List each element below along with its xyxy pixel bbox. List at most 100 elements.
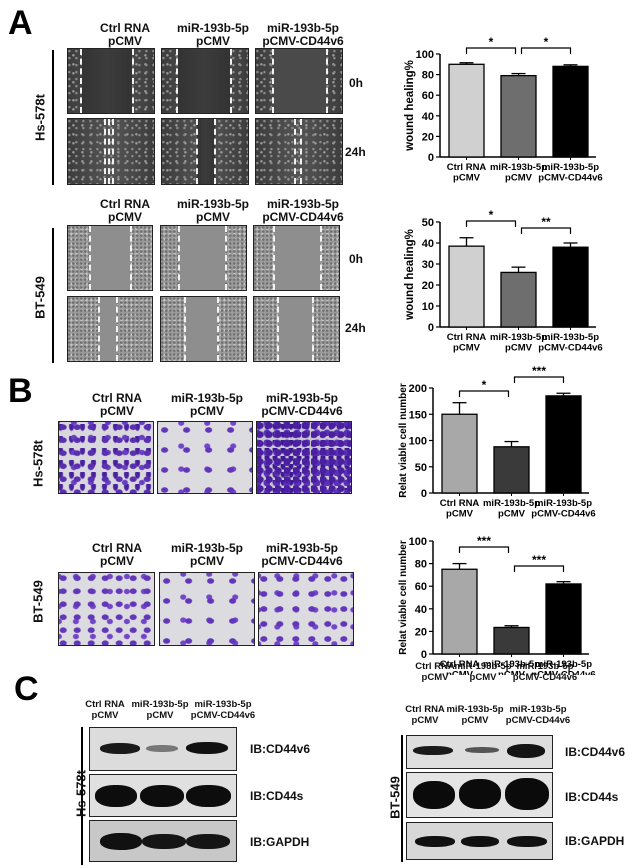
svg-text:20: 20 xyxy=(422,131,434,143)
svg-text:50: 50 xyxy=(415,462,427,474)
timepoint-label-0h: 0h xyxy=(349,252,364,266)
svg-text:pCMV-CD44v6: pCMV-CD44v6 xyxy=(538,173,602,184)
svg-text:miR-193b-5p: miR-193b-5p xyxy=(542,162,599,173)
column-label-mir: miR-193b-5p pCMV xyxy=(170,541,244,568)
stray-lane-label-rescue: miR-193b-5p pCMV-CD44v6 xyxy=(512,661,578,683)
column-label-ctrl: Ctrl RNA pCMV xyxy=(100,197,150,224)
svg-text:60: 60 xyxy=(422,90,434,102)
svg-text:***: *** xyxy=(532,553,546,567)
row-label-hs578t: Hs-578t xyxy=(73,770,89,817)
svg-text:40: 40 xyxy=(422,238,434,250)
svg-text:Ctrl RNA: Ctrl RNA xyxy=(447,162,487,173)
svg-text:0: 0 xyxy=(421,488,427,500)
svg-text:Ctrl RNA: Ctrl RNA xyxy=(447,332,487,343)
svg-text:*: * xyxy=(544,35,549,49)
svg-text:100: 100 xyxy=(409,536,427,548)
blot-label-cd44v6: IB:CD44v6 xyxy=(250,742,311,756)
lane-label-ctrl: Ctrl RNA pCMV xyxy=(85,699,125,721)
svg-text:***: *** xyxy=(532,365,546,378)
wound-image-hs578t-ctrl-24h xyxy=(67,118,155,185)
column-label-ctrl: Ctrl RNA pCMV xyxy=(100,21,150,48)
svg-text:20: 20 xyxy=(422,280,434,292)
svg-text:Relat viable cell number: Relat viable cell number xyxy=(398,383,409,498)
column-label-mir: miR-193b-5p pCMV xyxy=(176,21,250,48)
svg-text:30: 30 xyxy=(422,259,434,271)
lane-label-mir: miR-193b-5p pCMV xyxy=(446,704,504,726)
svg-text:150: 150 xyxy=(409,409,427,421)
wound-image-bt549-rescue-0h xyxy=(253,225,340,291)
svg-text:wound healing%: wound healing% xyxy=(404,229,416,321)
row-label-hs578t: Hs-578t xyxy=(32,94,48,141)
svg-text:Ctrl RNA: Ctrl RNA xyxy=(440,659,480,670)
blot-bt549-cd44s xyxy=(406,772,553,818)
svg-text:Relat viable cell number: Relat viable cell number xyxy=(398,540,409,655)
svg-text:miR-193b-5p: miR-193b-5p xyxy=(483,659,540,670)
svg-text:0: 0 xyxy=(428,322,434,334)
lane-label-mir: miR-193b-5p pCMV xyxy=(131,699,189,721)
group-bracket xyxy=(81,727,83,865)
blot-hs578t-cd44s xyxy=(89,774,237,817)
transwell-image-bt549-mir xyxy=(159,572,255,646)
transwell-image-bt549-ctrl xyxy=(58,572,155,646)
lane-label-rescue: miR-193b-5p pCMV-CD44v6 xyxy=(505,704,571,726)
svg-text:*: * xyxy=(489,208,494,222)
blot-label-gapdh: IB:GAPDH xyxy=(565,834,625,848)
blot-bt549-gapdh xyxy=(406,822,553,860)
svg-text:50: 50 xyxy=(422,217,434,229)
transwell-image-hs578t-ctrl xyxy=(58,421,154,494)
wound-image-bt549-ctrl-24h xyxy=(67,296,153,362)
wound-image-hs578t-mir-24h xyxy=(161,118,249,185)
blot-label-gapdh: IB:GAPDH xyxy=(250,835,310,849)
svg-text:miR-193b-5p: miR-193b-5p xyxy=(535,659,592,670)
panel-label-b: B xyxy=(8,372,33,410)
stray-lane-label-ctrl: Ctrl RNA pCMV xyxy=(415,661,455,683)
column-label-rescue: miR-193b-5p pCMV-CD44v6 xyxy=(262,197,344,224)
svg-text:pCMV: pCMV xyxy=(453,173,481,184)
row-label-hs578t: Hs-578t xyxy=(30,440,46,487)
column-label-mir: miR-193b-5p pCMV xyxy=(176,197,250,224)
column-label-rescue: miR-193b-5p pCMV-CD44v6 xyxy=(261,541,343,568)
svg-text:pCMV: pCMV xyxy=(498,670,526,676)
timepoint-label-24h: 24h xyxy=(345,145,366,159)
wound-image-bt549-mir-24h xyxy=(160,296,247,362)
svg-text:miR-193b-5p: miR-193b-5p xyxy=(490,162,547,173)
svg-text:pCMV-CD44v6: pCMV-CD44v6 xyxy=(531,509,595,520)
column-label-mir: miR-193b-5p pCMV xyxy=(170,391,244,418)
blot-hs578t-gapdh xyxy=(89,820,237,862)
svg-text:pCMV: pCMV xyxy=(505,173,533,184)
timepoint-label-24h: 24h xyxy=(345,321,366,335)
panel-label-c: C xyxy=(14,670,39,708)
svg-text:100: 100 xyxy=(409,436,427,448)
svg-text:**: ** xyxy=(541,215,551,229)
column-label-ctrl: Ctrl RNA pCMV xyxy=(92,541,142,568)
panel-label-a: A xyxy=(8,4,33,42)
column-label-rescue: miR-193b-5p pCMV-CD44v6 xyxy=(262,21,344,48)
row-label-bt549: BT-549 xyxy=(32,276,48,319)
wound-image-hs578t-mir-0h xyxy=(161,48,249,114)
svg-text:200: 200 xyxy=(409,383,427,395)
svg-text:pCMV: pCMV xyxy=(498,509,526,520)
svg-text:miR-193b-5p: miR-193b-5p xyxy=(490,332,547,343)
wound-image-bt549-rescue-24h xyxy=(253,296,340,362)
timepoint-label-0h: 0h xyxy=(349,76,364,90)
svg-text:miR-193b-5p: miR-193b-5p xyxy=(535,498,592,509)
svg-text:0: 0 xyxy=(421,649,427,661)
svg-text:80: 80 xyxy=(422,70,434,82)
stray-lane-label-mir: miR-193b-5p pCMV xyxy=(454,661,512,683)
wound-image-bt549-ctrl-0h xyxy=(67,225,153,291)
column-label-ctrl: Ctrl RNA pCMV xyxy=(92,391,142,418)
group-bracket xyxy=(52,228,54,363)
svg-text:60: 60 xyxy=(415,581,427,593)
svg-text:*: * xyxy=(482,378,487,392)
wound-image-bt549-mir-0h xyxy=(160,225,247,291)
blot-label-cd44s: IB:CD44s xyxy=(250,789,304,803)
row-label-bt549: BT-549 xyxy=(30,580,46,623)
blot-hs578t-cd44v6 xyxy=(89,727,237,771)
svg-text:pCMV-CD44v6: pCMV-CD44v6 xyxy=(538,343,602,354)
svg-text:miR-193b-5p: miR-193b-5p xyxy=(542,332,599,343)
row-label-bt549: BT-549 xyxy=(387,776,403,819)
lane-label-ctrl: Ctrl RNA pCMV xyxy=(405,704,445,726)
